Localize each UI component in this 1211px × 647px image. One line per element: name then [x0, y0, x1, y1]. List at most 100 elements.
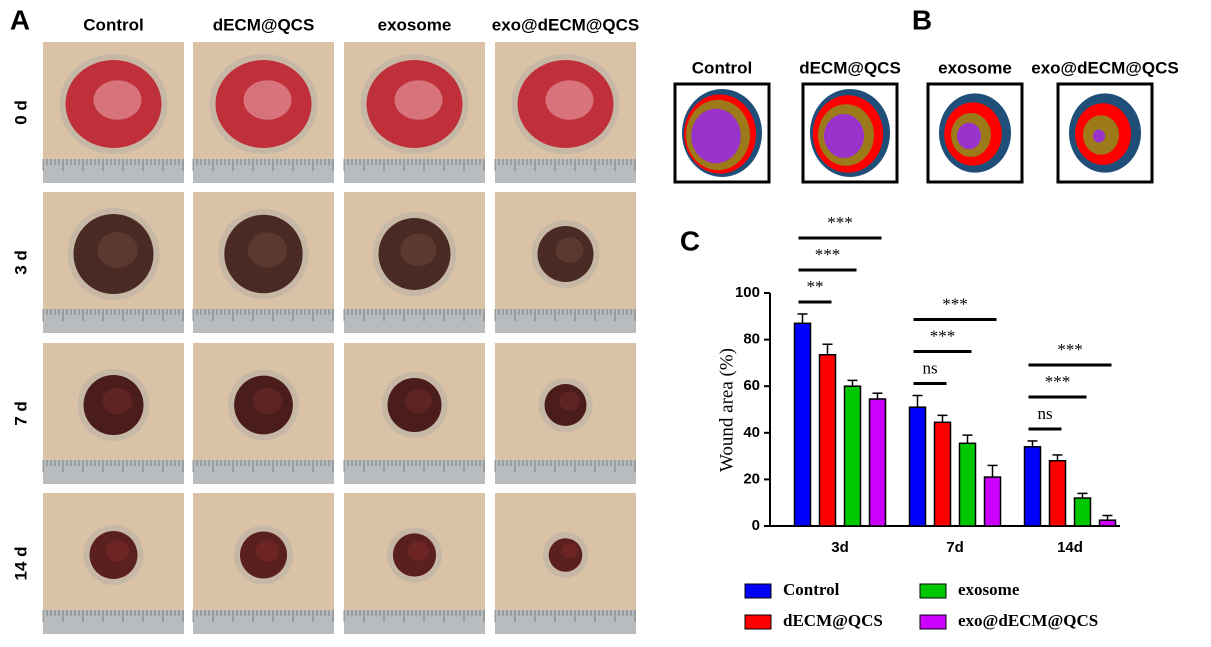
wound-core	[243, 80, 292, 120]
photo	[42, 493, 184, 634]
schematic-label: exo@dECM@QCS	[1031, 58, 1178, 77]
bar	[1073, 497, 1092, 527]
photo	[42, 343, 184, 484]
legend-swatch	[919, 583, 947, 599]
significance-label: ***	[1057, 340, 1083, 359]
wound-core	[555, 237, 584, 263]
error-bar	[822, 343, 833, 355]
ruler	[344, 309, 485, 333]
bar	[908, 406, 927, 527]
bar	[1048, 460, 1067, 527]
wound-core	[102, 387, 133, 415]
photo	[42, 192, 184, 333]
wound-core	[405, 388, 432, 414]
photo	[192, 42, 334, 183]
ruler	[43, 159, 184, 183]
significance-label: ***	[930, 326, 956, 345]
error-bar	[987, 464, 998, 478]
error-bar	[1077, 492, 1088, 499]
photo	[343, 42, 485, 183]
bar	[868, 398, 887, 527]
ruler	[344, 159, 485, 183]
panel-label: C	[680, 225, 700, 256]
error-bar	[797, 313, 808, 324]
y-tick-label: 60	[743, 377, 760, 394]
ruler	[344, 610, 485, 634]
wound-core	[97, 232, 138, 268]
legend-label: dECM@QCS	[783, 611, 883, 630]
ruler	[193, 159, 334, 183]
legend-label: exo@dECM@QCS	[958, 611, 1098, 630]
ruler	[495, 460, 636, 484]
photo	[42, 42, 184, 183]
ruler	[495, 159, 636, 183]
schematic-label: Control	[692, 58, 752, 77]
error-bar	[847, 379, 858, 387]
panel-label: A	[10, 4, 30, 35]
y-tick-label: 40	[743, 424, 760, 441]
ruler	[495, 610, 636, 634]
wound-core	[105, 540, 130, 562]
row-label: 3 d	[11, 250, 30, 275]
x-tick-label: 3d	[831, 539, 849, 556]
wound-core	[559, 391, 580, 411]
photo	[192, 343, 334, 484]
photo	[343, 343, 485, 484]
bar	[818, 353, 837, 527]
error-bar	[937, 414, 948, 423]
photo	[494, 42, 636, 183]
ruler	[193, 460, 334, 484]
schematic-label: dECM@QCS	[799, 58, 901, 77]
ruler	[43, 610, 184, 634]
bar	[933, 421, 952, 527]
photo	[343, 493, 485, 634]
schematic-layer	[824, 114, 864, 158]
legend-swatch	[744, 614, 772, 630]
legend-label: exosome	[958, 580, 1020, 599]
wound-core	[407, 541, 430, 561]
photo	[192, 192, 334, 333]
wound-core	[255, 540, 280, 562]
y-tick-label: 0	[752, 517, 760, 534]
x-tick-label: 14d	[1057, 539, 1083, 556]
schematic-layer	[957, 122, 981, 150]
photo	[494, 192, 636, 333]
bar	[843, 385, 862, 527]
row-label: 7 d	[11, 401, 30, 426]
bar	[793, 322, 812, 527]
column-header: Control	[83, 15, 143, 34]
error-bar	[1027, 440, 1038, 447]
row-label: 14 d	[11, 546, 30, 580]
error-bar	[962, 434, 973, 444]
photo	[494, 493, 636, 634]
bar	[983, 476, 1002, 527]
wound-core	[247, 232, 288, 268]
significance-label: ***	[827, 213, 853, 232]
wound-core	[545, 80, 594, 120]
panel-label: B	[912, 4, 932, 35]
error-bar	[872, 392, 883, 400]
significance-label: ***	[1045, 372, 1071, 391]
significance-label: ***	[815, 245, 841, 264]
schematic-layer	[691, 108, 741, 164]
schematic-layer	[1093, 129, 1105, 143]
photo	[494, 343, 636, 484]
y-tick-label: 100	[735, 284, 760, 301]
bar	[958, 442, 977, 527]
bar	[1023, 446, 1042, 527]
ruler	[43, 460, 184, 484]
legend-swatch	[744, 583, 772, 599]
ruler	[193, 610, 334, 634]
significance-label: ***	[942, 294, 968, 313]
column-header: dECM@QCS	[213, 15, 315, 34]
ruler	[495, 309, 636, 333]
column-header: exosome	[378, 15, 452, 34]
error-bar	[1052, 454, 1063, 461]
legend-swatch	[919, 614, 947, 630]
wound-core	[93, 80, 142, 120]
row-label: 0 d	[11, 100, 30, 125]
x-tick-label: 7d	[946, 539, 964, 556]
wound-core	[561, 543, 578, 559]
photo	[343, 192, 485, 333]
